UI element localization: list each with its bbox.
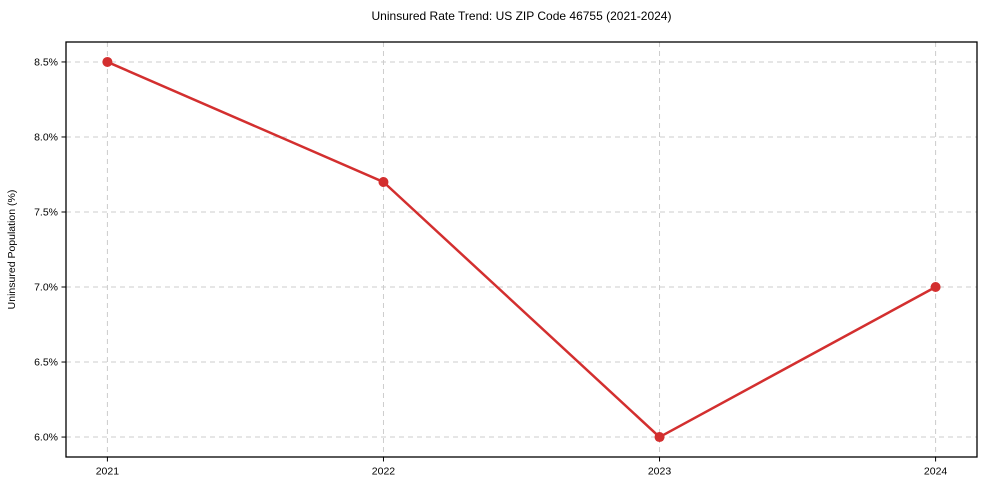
x-tick-label: 2024: [924, 466, 948, 478]
y-tick-label: 6.0%: [34, 432, 58, 444]
data-point-marker: [654, 432, 665, 443]
y-tick-label: 7.0%: [34, 282, 58, 294]
chart-title: Uninsured Rate Trend: US ZIP Code 46755 …: [372, 9, 672, 23]
data-point-marker: [102, 56, 113, 67]
x-tick-label: 2023: [648, 466, 672, 478]
data-series: [102, 56, 941, 443]
x-tick-label: 2021: [96, 466, 120, 478]
axis-ticks: [61, 61, 937, 462]
y-tick-label: 8.0%: [34, 131, 58, 143]
y-tick-label: 8.5%: [34, 56, 58, 68]
tick-labels: 2021 2022 2023 2024 6.0% 6.5% 7.0% 7.5% 8.0% 8.5%: [34, 56, 947, 477]
y-tick-label: 7.5%: [34, 206, 58, 218]
x-tick-label: 2022: [372, 466, 396, 478]
plot-border: [65, 41, 978, 458]
data-point-marker: [378, 176, 389, 187]
y-tick-label: 6.5%: [34, 357, 58, 369]
gridlines: [66, 42, 977, 457]
y-axis-label: Uninsured Population (%): [6, 190, 18, 310]
trend-line: [106, 60, 937, 439]
data-point-marker: [930, 282, 941, 293]
